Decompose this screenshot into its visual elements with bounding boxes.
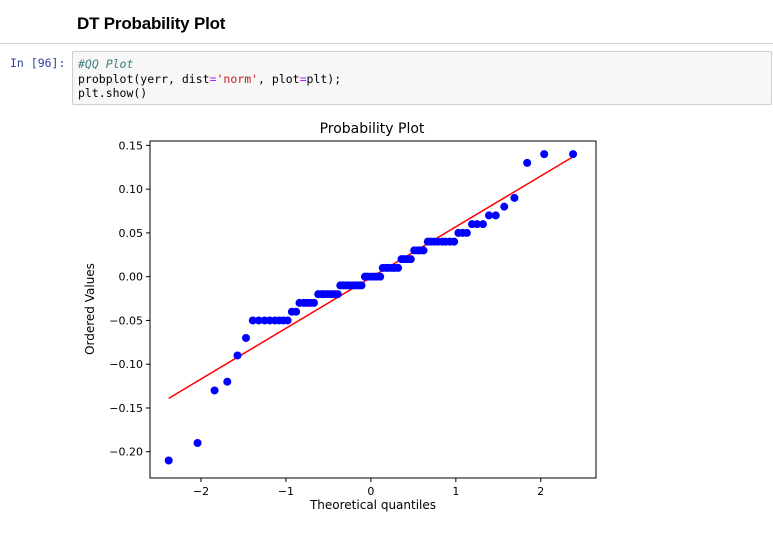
data-point (241, 333, 250, 342)
y-tick-label: −0.20 (109, 446, 143, 459)
data-point (479, 220, 488, 229)
x-tick-label: −1 (278, 485, 294, 498)
code-operator: = (209, 71, 217, 86)
x-tick-label: −2 (193, 485, 209, 498)
data-point (283, 316, 292, 325)
data-point (164, 456, 173, 465)
x-axis-label: Theoretical quantiles (309, 498, 436, 512)
data-point (491, 211, 500, 220)
y-tick-label: 0.10 (119, 183, 144, 196)
data-point (500, 202, 509, 211)
code-cell[interactable]: #QQ Plot probplot(yerr, dist='norm', plo… (72, 51, 772, 105)
code-text: probplot(yerr, dist (78, 71, 210, 86)
y-tick-label: −0.05 (109, 314, 143, 327)
divider (0, 43, 773, 44)
x-tick-label: 0 (367, 485, 374, 498)
probability-plot: Probability Plot −2 −1 0 1 2 −0.20 −0.15 −0.10… (83, 121, 597, 512)
code-text: plt); (306, 71, 342, 86)
data-point (210, 386, 219, 395)
data-point (510, 193, 519, 202)
code-string: 'norm' (216, 71, 259, 86)
data-point (233, 351, 242, 360)
data-point (309, 298, 318, 307)
data-point (333, 290, 342, 299)
code-text: plt.show() (78, 86, 148, 100)
data-point (484, 211, 493, 220)
data-point (376, 272, 385, 281)
data-point (450, 237, 459, 246)
data-point (223, 377, 232, 386)
y-tick-label: 0.05 (119, 227, 144, 240)
data-point (357, 281, 366, 290)
y-tick-label: 0.00 (119, 271, 144, 284)
y-tick-label: −0.10 (109, 358, 143, 371)
data-point (254, 316, 263, 325)
data-point (569, 150, 578, 159)
code-operator: = (299, 71, 307, 86)
data-point (193, 438, 202, 447)
y-axis-label: Ordered Values (83, 263, 97, 355)
data-point (394, 263, 403, 272)
plot-area (149, 140, 597, 479)
cell-output: Probability Plot −2 −1 0 1 2 −0.20 −0.15 −0.10… (0, 110, 773, 534)
x-tick-label: 2 (537, 485, 544, 498)
code-comment: #QQ Plot (78, 57, 134, 71)
x-tick-label: 1 (452, 485, 459, 498)
data-point (248, 316, 257, 325)
y-tick-label: −0.15 (109, 402, 143, 415)
data-point (292, 307, 301, 316)
cell-prompt: In [96]: (10, 56, 66, 70)
data-point (540, 150, 549, 159)
y-tick-label: 0.15 (119, 139, 144, 152)
data-point (462, 228, 471, 237)
code-text: , plot (258, 71, 300, 86)
data-point (419, 246, 428, 255)
data-point (406, 255, 415, 264)
section-heading: DT Probability Plot (77, 14, 226, 33)
chart-title: Probability Plot (320, 121, 425, 137)
data-point (473, 220, 482, 229)
data-point (523, 158, 532, 167)
